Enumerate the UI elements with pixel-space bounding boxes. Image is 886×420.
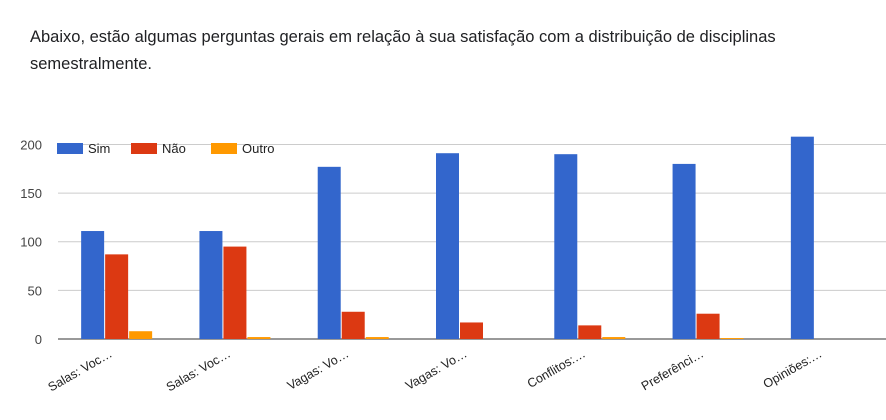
bar-sim-6	[790, 136, 814, 339]
bar-sim-3	[436, 153, 459, 339]
legend-swatch-outro	[211, 143, 237, 154]
y-tick-label: 100	[20, 235, 42, 250]
bar-não-0	[105, 254, 129, 339]
y-tick-label: 150	[20, 186, 42, 201]
bar-outro-0	[129, 331, 153, 339]
chart-gridlines	[58, 143, 886, 340]
bar-não-3	[460, 322, 483, 339]
y-tick-label: 200	[20, 137, 42, 152]
x-axis-tick-labels: Salas: Voc… Salas: Voc… Vagas: Vo… Vagas: V…	[46, 346, 825, 394]
x-tick-label: Preferênci…	[639, 346, 706, 393]
bar-sim-1	[199, 231, 223, 339]
bar-não-1	[223, 246, 247, 339]
bar-outro-5	[720, 338, 744, 339]
bar-não-5	[696, 313, 720, 339]
chart-bars	[81, 136, 814, 339]
bar-outro-2	[365, 337, 389, 339]
bar-outro-1	[247, 337, 271, 339]
x-tick-label: Conflitos:…	[525, 346, 588, 390]
legend-label-outro: Outro	[242, 141, 275, 156]
legend-label-sim: Sim	[88, 141, 110, 156]
legend-label-não: Não	[162, 141, 186, 156]
chart-legend: Sim Não Outro	[57, 141, 275, 156]
x-tick-label: Vagas: Vo…	[285, 346, 351, 392]
bar-sim-5	[672, 163, 696, 339]
legend-swatch-sim	[57, 143, 83, 154]
bar-sim-2	[317, 166, 341, 339]
bar-outro-4	[602, 337, 626, 339]
bar-não-2	[341, 311, 365, 339]
legend-swatch-não	[131, 143, 157, 154]
x-tick-label: Vagas: Vo…	[403, 346, 469, 392]
y-tick-label: 50	[28, 283, 42, 298]
y-axis-tick-labels: 0 50 100 150 200	[20, 137, 42, 347]
bar-sim-0	[81, 231, 105, 339]
question-title: Abaixo, estão algumas perguntas gerais e…	[30, 28, 776, 73]
bar-sim-4	[554, 154, 578, 339]
bar-não-4	[578, 325, 602, 339]
y-tick-label: 0	[35, 332, 42, 347]
x-tick-label: Salas: Voc…	[46, 346, 115, 394]
x-tick-label: Opiniões:…	[761, 346, 825, 391]
x-tick-label: Salas: Voc…	[164, 346, 233, 394]
